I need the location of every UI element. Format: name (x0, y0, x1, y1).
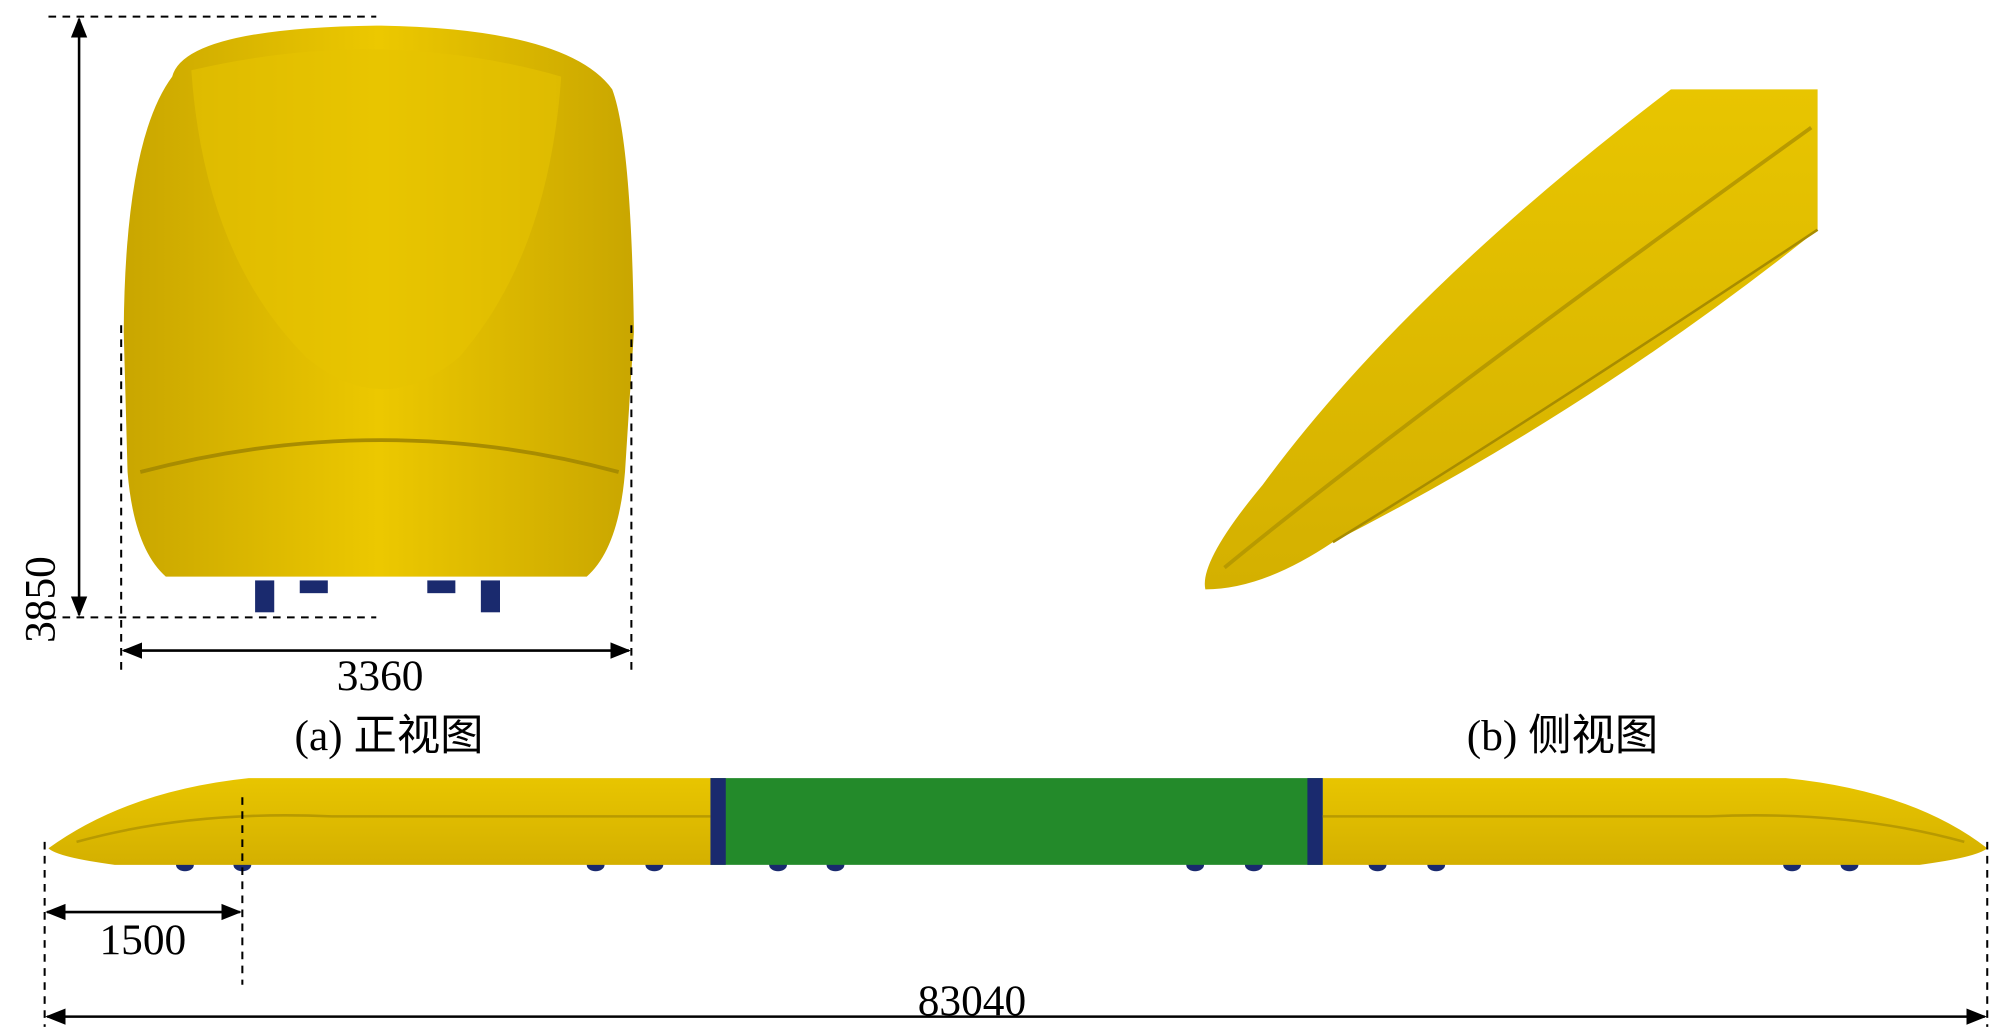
width-label: 3360 (337, 652, 424, 700)
height-label: 3850 (17, 556, 65, 643)
side-view: (b) 侧视图 (1204, 89, 1819, 760)
nose-length-label: 1500 (99, 916, 186, 964)
total-length-label: 83040 (918, 977, 1026, 1025)
front-view: 3850 3360 (a) 正视图 (17, 15, 634, 760)
caption: (b) 侧视图 (1467, 712, 1658, 760)
caption: (a) 正视图 (295, 712, 484, 760)
full-train: 1500 83040 (43, 778, 1989, 1027)
